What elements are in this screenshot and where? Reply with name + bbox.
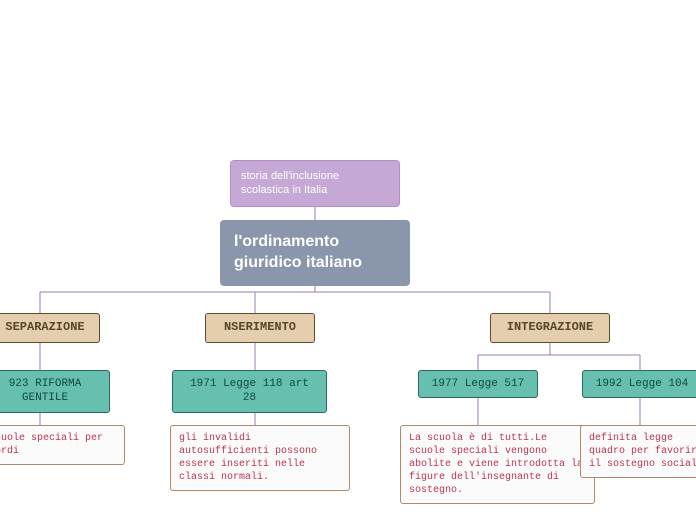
phase-separazione: SEPARAZIONE: [0, 313, 100, 343]
phase-inserimento: NSERIMENTO: [205, 313, 315, 343]
root-node: l'ordinamento giuridico italiano: [220, 220, 410, 286]
context-node: storia dell'inclusione scolastica in Ita…: [230, 160, 400, 207]
law-1923: 923 RIFORMA GENTILE: [0, 370, 110, 413]
desc-1992: definita legge quadro per favorire il so…: [580, 425, 696, 478]
desc-1923: scuole speciali per sordi: [0, 425, 125, 465]
desc-1977: La scuola è di tutti.Le scuole speciali …: [400, 425, 595, 504]
desc-1971: gli invalidi autosufficienti possono ess…: [170, 425, 350, 491]
law-1992: 1992 Legge 104: [582, 370, 696, 398]
phase-integrazione: INTEGRAZIONE: [490, 313, 610, 343]
law-1971: 1971 Legge 118 art 28: [172, 370, 327, 413]
law-1977: 1977 Legge 517: [418, 370, 538, 398]
